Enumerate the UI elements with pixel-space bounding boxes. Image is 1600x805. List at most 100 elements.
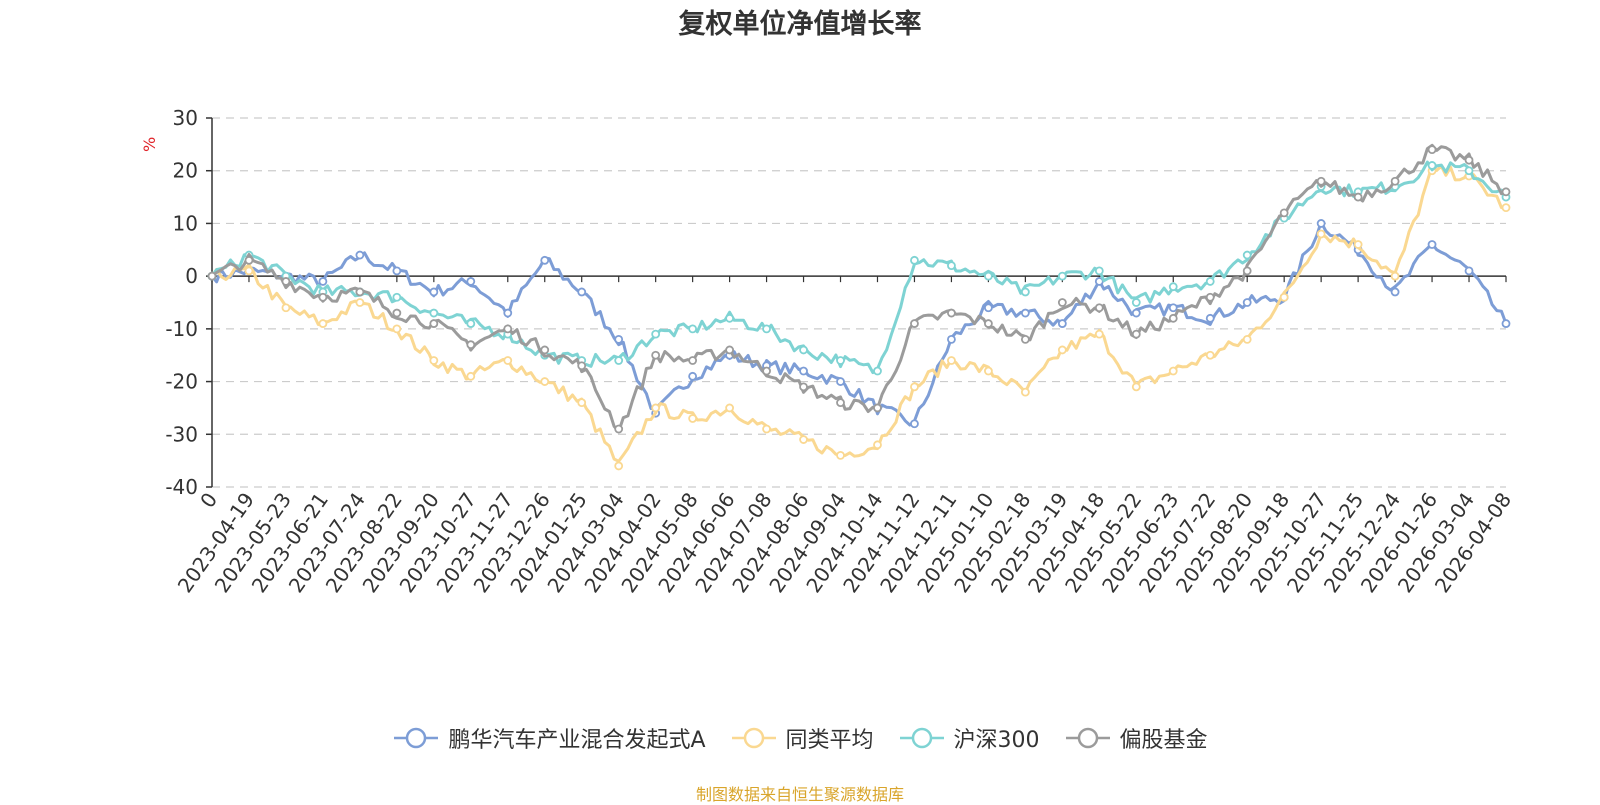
data-point bbox=[540, 255, 550, 265]
data-point bbox=[614, 334, 624, 344]
data-point bbox=[614, 424, 624, 434]
data-point bbox=[910, 382, 919, 392]
data-point bbox=[947, 356, 956, 365]
data-point bbox=[1205, 292, 1215, 302]
data-point bbox=[429, 356, 439, 365]
data-point bbox=[984, 366, 993, 376]
data-point bbox=[836, 377, 845, 386]
data-point bbox=[836, 450, 845, 460]
data-source-note: 制图数据来自恒生聚源数据库 bbox=[695, 785, 904, 804]
data-point bbox=[1168, 313, 1178, 323]
data-point bbox=[1501, 319, 1511, 328]
data-point bbox=[1131, 298, 1141, 307]
data-point bbox=[1501, 187, 1511, 197]
data-point bbox=[1094, 266, 1104, 276]
data-point bbox=[836, 398, 845, 408]
data-point bbox=[984, 319, 993, 328]
y-tick-label: 20 bbox=[173, 159, 198, 183]
data-point bbox=[1390, 176, 1400, 186]
data-point bbox=[466, 340, 476, 350]
legend-item[interactable]: 偏股基金 bbox=[1064, 722, 1208, 754]
legend-item[interactable]: 沪深300 bbox=[898, 722, 1040, 754]
data-point bbox=[1242, 334, 1252, 344]
y-tick-label: 10 bbox=[173, 211, 198, 235]
data-point bbox=[1242, 298, 1252, 307]
data-point bbox=[1020, 287, 1030, 297]
data-point bbox=[1427, 161, 1437, 170]
data-point bbox=[1242, 250, 1252, 260]
data-point bbox=[318, 277, 328, 286]
data-point bbox=[503, 324, 513, 334]
legend-item[interactable]: 同类平均 bbox=[730, 722, 874, 754]
data-point bbox=[1279, 208, 1289, 218]
data-point bbox=[1316, 229, 1326, 239]
legend-marker-icon bbox=[1065, 727, 1110, 749]
data-point bbox=[1390, 287, 1400, 297]
data-point bbox=[318, 292, 328, 302]
data-point bbox=[466, 277, 476, 286]
data-point bbox=[1168, 303, 1178, 313]
data-point bbox=[1057, 298, 1067, 307]
data-point bbox=[1057, 271, 1067, 281]
data-point bbox=[540, 345, 550, 355]
data-point bbox=[1094, 303, 1104, 313]
data-point bbox=[799, 382, 808, 392]
data-point bbox=[1020, 387, 1030, 397]
chart-title: 复权单位净值增长率 bbox=[678, 9, 922, 40]
legend-label: 偏股基金 bbox=[1119, 728, 1208, 753]
data-point bbox=[281, 277, 291, 286]
data-point bbox=[1131, 329, 1141, 339]
data-point bbox=[614, 356, 624, 365]
data-point bbox=[1205, 277, 1215, 286]
data-point bbox=[503, 356, 513, 365]
legend-label: 鹏华汽车产业混合发起式A bbox=[448, 728, 706, 753]
y-tick-label: -40 bbox=[165, 475, 198, 499]
data-point bbox=[762, 424, 771, 434]
data-point bbox=[392, 292, 402, 302]
data-point bbox=[725, 403, 734, 413]
data-point bbox=[984, 303, 993, 313]
data-point bbox=[1131, 382, 1141, 392]
data-point bbox=[318, 319, 328, 328]
data-point bbox=[762, 324, 771, 334]
data-point bbox=[873, 366, 882, 376]
data-point bbox=[540, 377, 550, 386]
legend-marker-icon bbox=[899, 727, 944, 749]
data-point bbox=[1168, 282, 1178, 292]
data-point bbox=[873, 403, 882, 413]
data-point bbox=[651, 350, 661, 360]
data-point bbox=[1316, 219, 1326, 228]
data-point bbox=[799, 435, 808, 444]
data-point bbox=[577, 287, 587, 297]
data-point bbox=[836, 356, 845, 365]
data-point bbox=[429, 308, 439, 318]
data-point bbox=[355, 287, 365, 297]
data-point bbox=[1464, 166, 1474, 176]
data-point bbox=[503, 308, 513, 318]
data-point bbox=[1242, 266, 1252, 276]
y-tick-label: -30 bbox=[165, 422, 198, 446]
data-point bbox=[1353, 240, 1363, 249]
data-point bbox=[910, 419, 919, 429]
legend-label: 沪深300 bbox=[953, 728, 1040, 753]
data-point bbox=[1427, 145, 1437, 155]
data-point bbox=[466, 371, 476, 381]
data-point bbox=[1427, 240, 1437, 249]
data-point bbox=[651, 329, 661, 339]
data-point bbox=[1205, 350, 1215, 360]
data-point bbox=[873, 440, 882, 450]
legend-item[interactable]: 鹏华汽车产业混合发起式A bbox=[392, 722, 706, 754]
data-point bbox=[762, 366, 771, 376]
data-point bbox=[1094, 329, 1104, 339]
data-point bbox=[1353, 192, 1363, 202]
data-point bbox=[1131, 308, 1141, 318]
data-point bbox=[244, 266, 254, 276]
data-point bbox=[1020, 308, 1030, 318]
y-tick-label: -10 bbox=[165, 317, 198, 341]
data-point bbox=[355, 250, 365, 260]
data-point bbox=[244, 255, 254, 265]
data-point bbox=[1316, 176, 1326, 186]
legend-marker-icon bbox=[731, 727, 776, 749]
data-point bbox=[688, 371, 698, 381]
